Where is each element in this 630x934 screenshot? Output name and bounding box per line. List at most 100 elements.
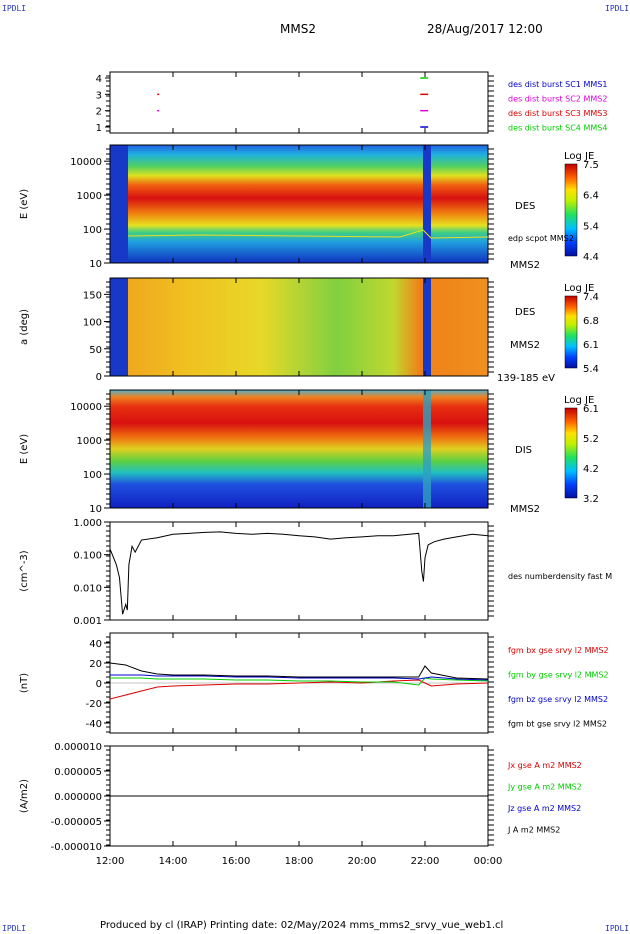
y-tick-label: 1000 <box>77 436 102 447</box>
y-tick-label: -20 <box>86 699 102 710</box>
bfield-series-line <box>110 674 489 681</box>
y-tick-label: 0.000010 <box>54 742 102 753</box>
corner-label-top-left: IPDLI <box>2 4 27 13</box>
dis-energy-gap-22h <box>423 390 431 508</box>
y-tick-label: -0.000005 <box>51 817 102 828</box>
colorbar-title: Log JE <box>564 283 594 294</box>
y-axis-label: a (deg) <box>19 309 30 345</box>
colorbar-tick-label: 4.2 <box>583 464 599 475</box>
burst-legend-entry: des dist burst SC2 MMS2 <box>508 95 607 104</box>
x-tick-label: 20:00 <box>348 856 377 867</box>
y-tick-label: 10000 <box>70 157 102 168</box>
y-tick-label: 100 <box>83 225 102 236</box>
y-tick-label: 10 <box>89 259 102 270</box>
y-tick-label: 1000 <box>77 191 102 202</box>
spacecraft-label: MMS2 <box>510 504 540 515</box>
current-legend-entry: Jy gse A m2 MMS2 <box>507 783 582 792</box>
panel-des-pitch <box>109 277 578 377</box>
y-tick-label: 0 <box>96 679 102 690</box>
y-tick-label: 100 <box>83 318 102 329</box>
y-tick-label: 0.000005 <box>54 767 102 778</box>
energy-range-label: 139-185 eV <box>497 373 555 384</box>
colorbar-tick-label: 3.2 <box>583 494 599 505</box>
colorbar-tick-label: 6.4 <box>583 191 599 202</box>
panel-dis-energy <box>109 389 578 509</box>
y-tick-label: 4 <box>96 74 102 85</box>
colorbar-tick-label: 7.5 <box>583 160 599 171</box>
bfield-legend-entry: fgm bt gse srvy l2 MMS2 <box>508 720 607 729</box>
bfield-series-line <box>110 677 489 686</box>
spacecraft-label: MMS2 <box>510 260 540 271</box>
y-tick-label: 0 <box>96 372 102 383</box>
y-tick-label: 3 <box>96 90 102 101</box>
x-tick-label: 22:00 <box>411 856 440 867</box>
y-tick-label: 20 <box>89 659 102 670</box>
spacecraft-label: MMS2 <box>510 340 540 351</box>
des-energy-gap-22h <box>423 145 431 263</box>
corner-label-bottom-right: IPDLI <box>605 924 630 933</box>
panel-burst <box>109 71 489 134</box>
burst-legend-entry: des dist burst SC3 MMS3 <box>508 109 607 118</box>
y-tick-label: 1 <box>96 123 102 134</box>
y-axis-label: (nT) <box>19 673 30 693</box>
x-tick-label: 16:00 <box>222 856 251 867</box>
spacecraft-title: MMS2 <box>280 22 316 36</box>
y-axis-label: E (eV) <box>19 189 30 219</box>
des-pitch-colorbar <box>564 295 578 369</box>
des-pitch-spectrogram <box>110 278 488 376</box>
current-legend-entry: Jz gse A m2 MMS2 <box>507 804 581 813</box>
y-axis-label: (cm^-3) <box>19 550 30 591</box>
colorbar-tick-label: 6.1 <box>583 340 599 351</box>
scpot-overlay-line <box>127 229 489 239</box>
colorbar-tick-label: 5.4 <box>583 364 599 375</box>
y-tick-label: 2 <box>96 107 102 118</box>
x-tick-label: 18:00 <box>285 856 314 867</box>
instrument-label: DES <box>515 201 535 212</box>
burst-legend-entry: des dist burst SC1 MMS1 <box>508 80 607 89</box>
des-energy-spectrogram <box>110 145 488 263</box>
y-tick-label: 40 <box>89 639 102 650</box>
y-tick-label: 1.000 <box>73 518 102 529</box>
bfield-legend-entry: fgm bx gse srvy l2 MMS2 <box>508 646 609 655</box>
y-tick-label: 0.000000 <box>54 792 102 803</box>
y-tick-label: -40 <box>86 719 102 730</box>
y-tick-label: 0.100 <box>73 551 102 562</box>
y-tick-label: 0.001 <box>73 616 102 627</box>
colorbar-tick-label: 6.8 <box>583 316 599 327</box>
burst-legend-entry: des dist burst SC4 MMS4 <box>508 124 607 133</box>
y-tick-label: 0.010 <box>73 583 102 594</box>
corner-label-bottom-left: IPDLI <box>2 924 27 933</box>
current-legend-entry: J A m2 MMS2 <box>507 826 560 835</box>
footer-credit: Produced by cl (IRAP) Printing date: 02/… <box>100 920 504 931</box>
bfield-legend-entry: fgm by gse srvy l2 MMS2 <box>508 671 609 680</box>
panel-des-energy <box>109 144 578 264</box>
density-frame <box>109 521 489 621</box>
bfield-series-line <box>109 662 489 680</box>
bfield-series-line <box>109 679 489 700</box>
y-tick-label: 150 <box>83 290 102 301</box>
bfield-legend-entry: fgm bz gse srvy l2 MMS2 <box>508 695 608 704</box>
y-axis-label: E (eV) <box>19 434 30 464</box>
current-legend-entry: Jx gse A m2 MMS2 <box>507 761 582 770</box>
y-tick-label: 10 <box>89 504 102 515</box>
colorbar-tick-label: 6.1 <box>583 404 599 415</box>
y-tick-label: 100 <box>83 470 102 481</box>
x-tick-label: 12:00 <box>96 856 125 867</box>
des-energy-colorbar <box>564 163 578 257</box>
density-legend-entry: des numberdensity fast M <box>508 572 612 581</box>
corner-label-top-right: IPDLI <box>605 4 630 13</box>
colorbar-tick-label: 5.4 <box>583 221 599 232</box>
y-axis-label: (A/m2) <box>19 779 30 813</box>
overlay-label: edp scpot MMS2 <box>508 234 574 243</box>
des-energy-gap-start <box>110 145 128 263</box>
instrument-label: DES <box>515 307 535 318</box>
des-pitch-gap-start <box>110 278 128 376</box>
y-tick-label: 10000 <box>70 402 102 413</box>
instrument-label: DIS <box>515 445 532 456</box>
colorbar-tick-label: 5.2 <box>583 434 599 445</box>
burst-frame <box>109 71 489 134</box>
x-tick-label: 14:00 <box>159 856 188 867</box>
colorbar-title: Log JE <box>564 395 594 406</box>
plot-date: 28/Aug/2017 12:00 <box>427 22 543 36</box>
